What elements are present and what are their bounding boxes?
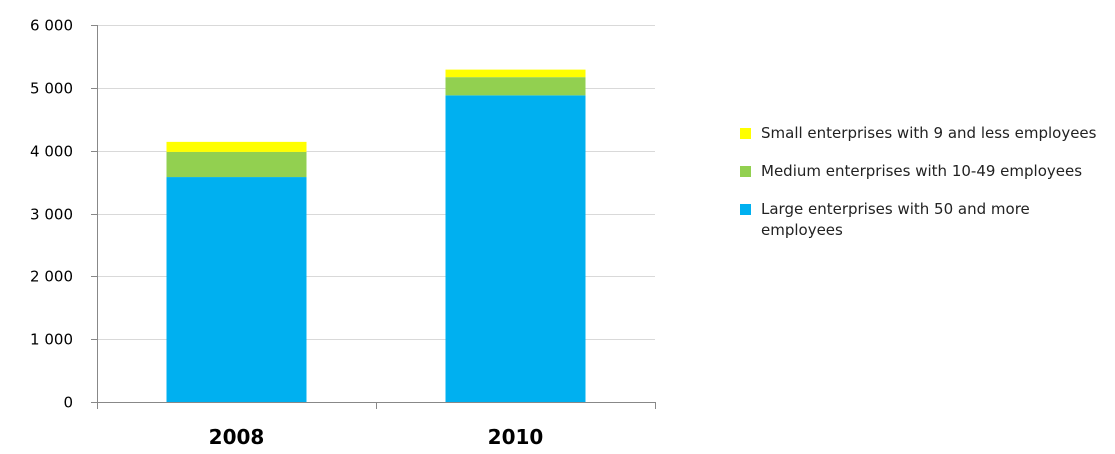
y-tick-label: 2 000 — [30, 268, 73, 286]
legend-item: Large enterprises with 50 and more emplo… — [740, 199, 1110, 241]
y-axis-tick-labels: 0 1 000 2 000 3 000 4 000 5 000 6 000 — [30, 17, 73, 412]
legend: Small enterprises with 9 and less employ… — [740, 123, 1110, 258]
legend-label: Small enterprises with 9 and less employ… — [761, 124, 1096, 142]
bar-segment-2010-series-2 — [446, 70, 586, 78]
bars — [167, 70, 586, 402]
bar-segment-2010-series-1 — [446, 77, 586, 95]
y-tick-label: 3 000 — [30, 206, 73, 224]
legend-swatch — [740, 166, 751, 177]
y-tick-label: 4 000 — [30, 143, 73, 161]
y-tick-label: 5 000 — [30, 80, 73, 98]
legend-label: Large enterprises with 50 and more emplo… — [761, 200, 1030, 239]
bar-segment-2008-series-0 — [167, 177, 307, 402]
legend-item: Small enterprises with 9 and less employ… — [740, 123, 1110, 144]
x-tick-label-2010: 2010 — [488, 425, 544, 449]
bar-segment-2010-series-0 — [446, 95, 586, 402]
legend-label: Medium enterprises with 10-49 employees — [761, 162, 1082, 180]
y-tick-label: 1 000 — [30, 331, 73, 349]
y-tick-label: 0 — [63, 394, 73, 412]
legend-swatch — [740, 128, 751, 139]
legend-item: Medium enterprises with 10-49 employees — [740, 161, 1110, 182]
y-tick-label: 6 000 — [30, 17, 73, 35]
x-tick-label-2008: 2008 — [209, 425, 265, 449]
bar-segment-2008-series-1 — [167, 152, 307, 177]
bar-segment-2008-series-2 — [167, 142, 307, 152]
legend-swatch — [740, 204, 751, 215]
x-axis-tick-labels: 2008 2010 — [209, 425, 544, 449]
